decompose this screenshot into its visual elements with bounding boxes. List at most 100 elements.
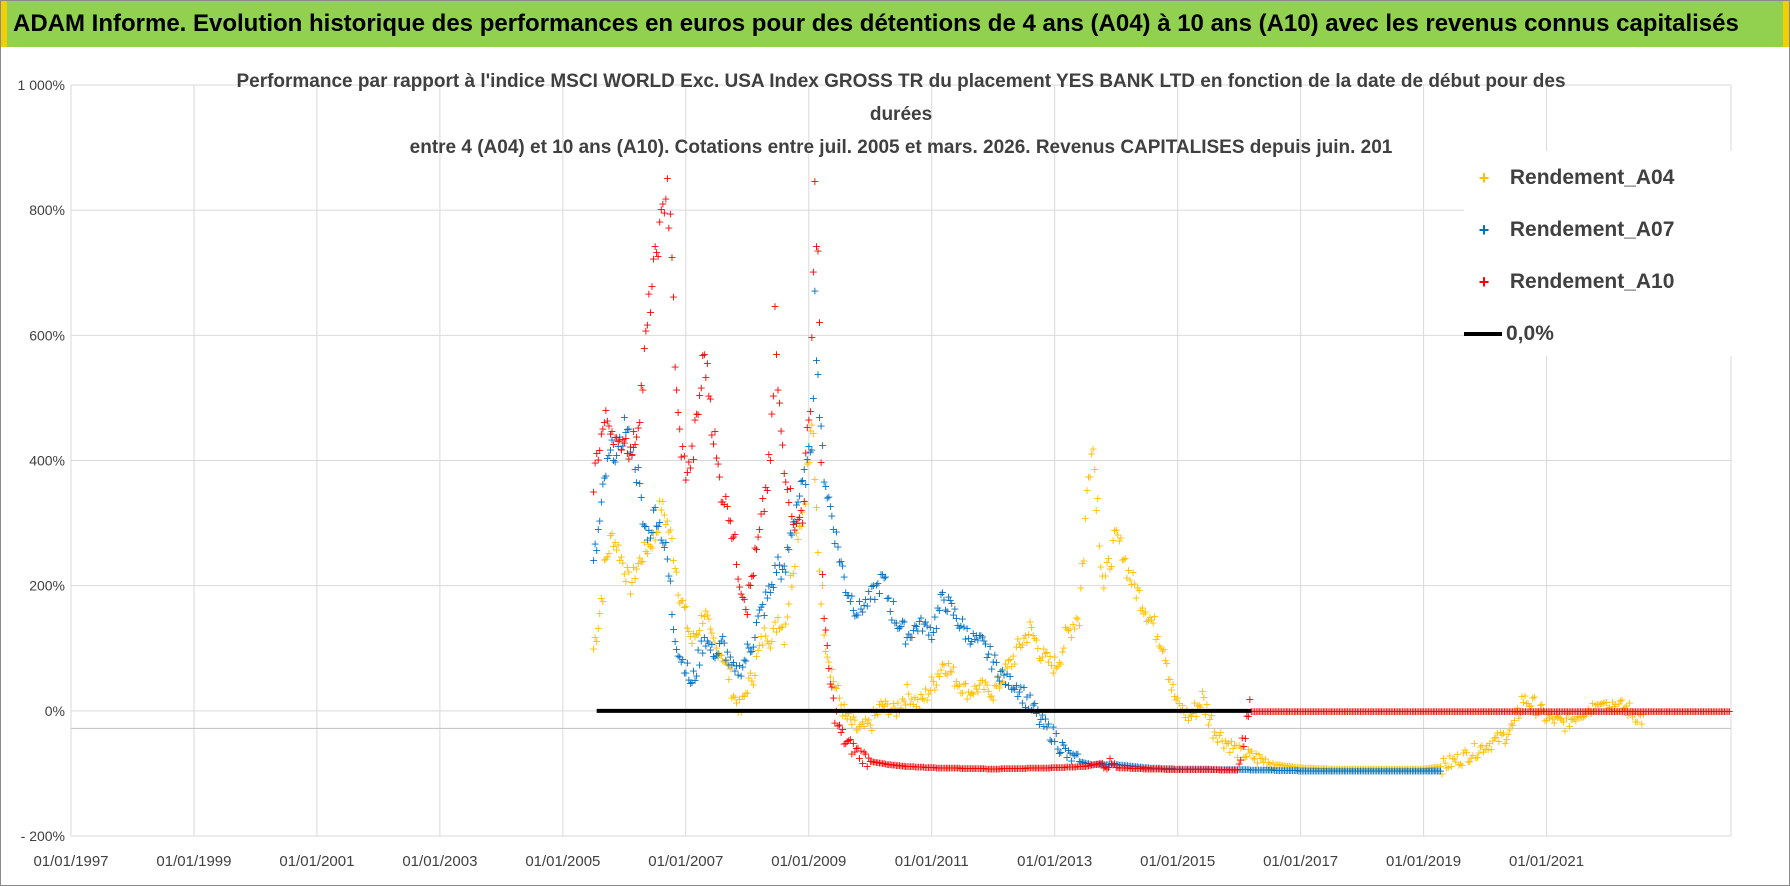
point-rendement-a10: +: [806, 405, 815, 418]
point-rendement-a10: +: [595, 444, 604, 457]
point-rendement-a10: +: [1242, 709, 1251, 722]
point-rendement-a10: +: [1684, 705, 1693, 718]
point-rendement-a07: +: [1288, 764, 1297, 777]
point-rendement-a10: +: [703, 357, 712, 370]
point-rendement-a04: +: [783, 611, 792, 624]
point-rendement-a10: +: [835, 718, 844, 731]
point-rendement-a10: +: [1082, 760, 1091, 773]
point-rendement-a10: +: [1099, 762, 1108, 775]
point-rendement-a07: +: [1056, 746, 1065, 759]
point-rendement-a04: +: [1230, 739, 1239, 752]
point-rendement-a10: +: [1458, 705, 1467, 718]
point-rendement-a10: +: [1183, 763, 1192, 776]
point-rendement-a10: +: [1137, 762, 1146, 775]
point-rendement-a07: +: [1105, 758, 1114, 771]
point-rendement-a04: +: [1309, 762, 1318, 775]
point-rendement-a10: +: [990, 762, 999, 775]
point-rendement-a10: +: [869, 755, 878, 768]
point-rendement-a07: +: [866, 593, 875, 606]
point-rendement-a04: +: [1378, 762, 1387, 775]
point-rendement-a10: +: [1087, 759, 1096, 772]
point-rendement-a04: +: [1623, 709, 1632, 722]
point-rendement-a04: +: [939, 658, 948, 671]
point-rendement-a10: +: [706, 393, 715, 406]
point-rendement-a10: +: [1495, 705, 1504, 718]
point-rendement-a04: +: [1494, 735, 1503, 748]
point-rendement-a07: +: [1436, 764, 1445, 777]
point-rendement-a04: +: [1354, 762, 1363, 775]
point-rendement-a10: +: [943, 762, 952, 775]
point-rendement-a07: +: [1163, 762, 1172, 775]
point-rendement-a04: +: [896, 702, 905, 715]
point-rendement-a10: +: [1424, 705, 1433, 718]
point-rendement-a10: +: [600, 416, 609, 429]
point-rendement-a07: +: [700, 631, 709, 644]
x-tick-label: 01/01/2019: [1386, 853, 1461, 870]
point-rendement-a07: +: [1129, 760, 1138, 773]
point-rendement-a10: +: [1395, 705, 1404, 718]
point-rendement-a07: +: [1374, 764, 1383, 777]
point-rendement-a10: +: [1393, 705, 1402, 718]
point-rendement-a10: +: [924, 761, 933, 774]
point-rendement-a10: +: [1357, 705, 1366, 718]
point-rendement-a10: +: [1222, 763, 1231, 776]
point-rendement-a04: +: [776, 621, 785, 634]
point-rendement-a10: +: [1147, 763, 1156, 776]
point-rendement-a04: +: [1523, 697, 1532, 710]
point-rendement-a10: +: [1238, 732, 1247, 745]
point-rendement-a10: +: [838, 723, 847, 736]
point-rendement-a07: +: [1157, 762, 1166, 775]
point-rendement-a10: +: [1311, 705, 1320, 718]
point-rendement-a07: +: [1162, 762, 1171, 775]
point-rendement-a10: +: [1599, 705, 1608, 718]
point-rendement-a10: +: [1571, 705, 1580, 718]
x-tick-label: 01/01/2007: [648, 853, 723, 870]
point-rendement-a10: +: [695, 389, 704, 402]
point-rendement-a10: +: [904, 760, 913, 773]
point-rendement-a04: +: [1199, 691, 1208, 704]
point-rendement-a04: +: [1187, 710, 1196, 723]
point-rendement-a10: +: [727, 532, 736, 545]
point-rendement-a04: +: [1338, 762, 1347, 775]
point-rendement-a07: +: [1281, 764, 1290, 777]
point-rendement-a10: +: [1162, 763, 1171, 776]
point-rendement-a07: +: [1427, 764, 1436, 777]
point-rendement-a04: +: [1416, 762, 1425, 775]
point-rendement-a04: +: [1332, 762, 1341, 775]
point-rendement-a07: +: [1231, 763, 1240, 776]
point-rendement-a04: +: [966, 689, 975, 702]
point-rendement-a10: +: [1327, 705, 1336, 718]
point-rendement-a07: +: [638, 518, 647, 531]
point-rendement-a07: +: [764, 580, 773, 593]
point-rendement-a10: +: [590, 457, 599, 470]
point-rendement-a04: +: [804, 456, 813, 469]
point-rendement-a10: +: [1196, 763, 1205, 776]
point-rendement-a04: +: [967, 687, 976, 700]
point-rendement-a07: +: [793, 496, 802, 509]
point-rendement-a10: +: [689, 453, 698, 466]
point-rendement-a04: +: [618, 557, 627, 570]
point-rendement-a10: +: [614, 435, 623, 448]
point-rendement-a07: +: [955, 621, 964, 634]
banner-accent-right: [1783, 1, 1789, 47]
point-rendement-a10: +: [1231, 764, 1240, 777]
point-rendement-a07: +: [1154, 762, 1163, 775]
point-rendement-a10: +: [914, 761, 923, 774]
point-rendement-a04: +: [1382, 762, 1391, 775]
point-rendement-a07: +: [740, 653, 749, 666]
point-rendement-a04: +: [1596, 697, 1605, 710]
point-rendement-a10: +: [1673, 705, 1682, 718]
point-rendement-a04: +: [1306, 762, 1315, 775]
point-rendement-a07: +: [1265, 764, 1274, 777]
point-rendement-a07: +: [736, 669, 745, 682]
point-rendement-a10: +: [1291, 705, 1300, 718]
point-rendement-a10: +: [1204, 763, 1213, 776]
point-rendement-a07: +: [1417, 764, 1426, 777]
point-rendement-a10: +: [597, 428, 606, 441]
point-rendement-a10: +: [1649, 705, 1658, 718]
point-rendement-a07: +: [1110, 758, 1119, 771]
point-rendement-a04: +: [758, 638, 767, 651]
point-rendement-a07: +: [1236, 763, 1245, 776]
point-rendement-a07: +: [1155, 762, 1164, 775]
point-rendement-a10: +: [610, 431, 619, 444]
